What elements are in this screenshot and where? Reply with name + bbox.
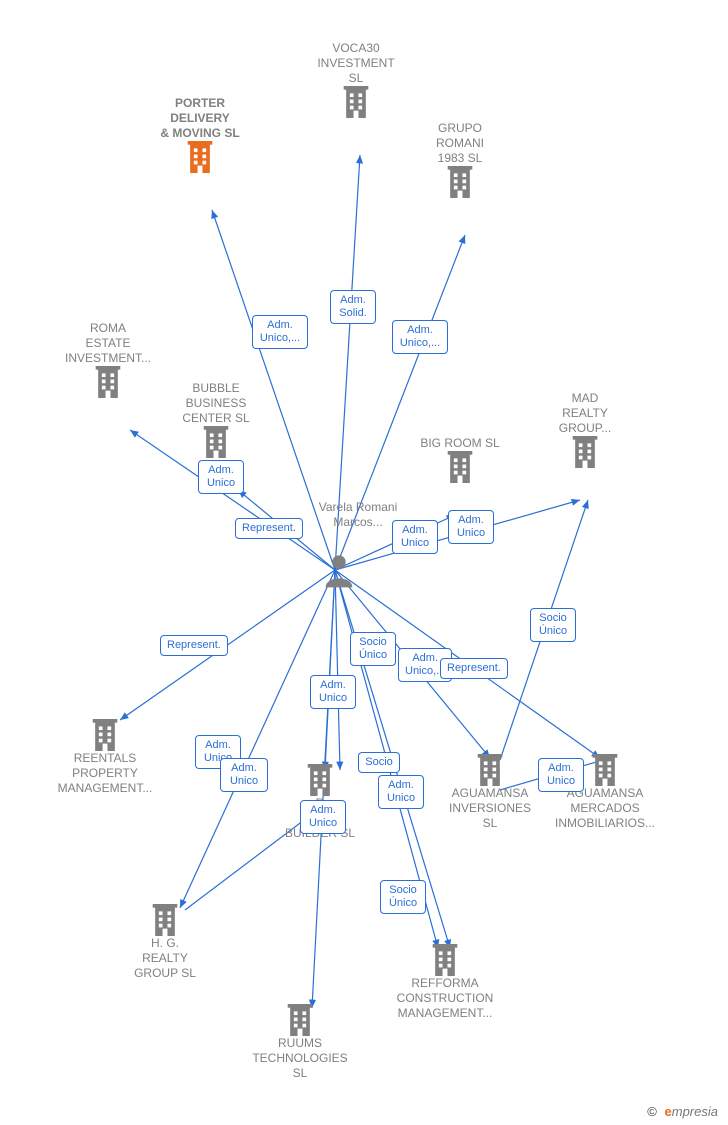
building-icon [45,719,165,751]
center-person-label: Varela Romani Marcos... [318,500,398,530]
company-label: ROMA ESTATE INVESTMENT... [53,321,163,366]
company-label: REFFORMA CONSTRUCTION MANAGEMENT... [380,976,510,1021]
building-icon [120,904,210,936]
edge-label: Adm. Unico [378,775,424,809]
company-node-hg[interactable]: H. G. REALTY GROUP SL [120,904,210,981]
company-node-roma[interactable]: ROMA ESTATE INVESTMENT... [53,321,163,398]
footer-credit: © empresia [647,1104,718,1119]
edge-label: Adm. Unico [310,675,356,709]
company-label: GRUPO ROMANI 1983 SL [415,121,505,166]
building-icon [145,141,255,173]
company-node-mad[interactable]: MAD REALTY GROUP... [545,391,625,468]
edge-label: Socio [358,752,400,773]
edge-label: Adm. Unico,... [252,315,308,349]
company-label: RUUMS TECHNOLOGIES SL [240,1036,360,1081]
edge-label: Socio Único [380,880,426,914]
company-node-refforma[interactable]: REFFORMA CONSTRUCTION MANAGEMENT... [380,944,510,1021]
building-icon [380,944,510,976]
company-node-aguainv[interactable]: AGUAMANSA INVERSIONES SL [435,754,545,831]
company-label: BIG ROOM SL [410,436,510,451]
company-label: PORTER DELIVERY & MOVING SL [145,96,255,141]
building-icon [53,366,163,398]
edge-label: Adm. Unico [538,758,584,792]
company-label: REENTALS PROPERTY MANAGEMENT... [45,751,165,796]
company-node-bigroom[interactable]: BIG ROOM SL [410,436,510,483]
company-label: VOCA30 INVESTMENT SL [306,41,406,86]
company-label: AGUAMANSA INVERSIONES SL [435,786,545,831]
edges-layer [0,0,728,1125]
company-node-reentals[interactable]: REENTALS PROPERTY MANAGEMENT... [45,719,165,796]
edge-label: Adm. Unico [300,800,346,834]
edge-label: Adm. Unico,... [392,320,448,354]
building-icon [415,166,505,198]
company-node-bubble[interactable]: BUBBLE BUSINESS CENTER SL [166,381,266,458]
building-icon [240,1004,360,1036]
company-node-grupo[interactable]: GRUPO ROMANI 1983 SL [415,121,505,198]
edge-label: Adm. Unico [220,758,268,792]
edge-label: Represent. [235,518,303,539]
company-label: AGUAMANSA MERCADOS INMOBILIARIOS... [540,786,670,831]
company-label: H. G. REALTY GROUP SL [120,936,210,981]
company-node-voca30[interactable]: VOCA30 INVESTMENT SL [306,41,406,118]
brand-rest: mpresia [672,1104,718,1119]
company-label: BUBBLE BUSINESS CENTER SL [166,381,266,426]
copyright-symbol: © [647,1104,657,1119]
edge-label: Adm. Unico [198,460,244,494]
brand-e: e [665,1104,672,1119]
company-node-ruumstec[interactable]: RUUMS TECHNOLOGIES SL [240,1004,360,1081]
edge-label: Socio Único [530,608,576,642]
edge-label: Socio Único [350,632,396,666]
company-label: MAD REALTY GROUP... [545,391,625,436]
edge-label: Represent. [440,658,508,679]
edge-label: Adm. Solid. [330,290,376,324]
building-icon [166,426,266,458]
company-node-porter[interactable]: PORTER DELIVERY & MOVING SL [145,96,255,173]
center-person-icon[interactable] [319,552,359,588]
edge-label: Adm. Unico [392,520,438,554]
building-icon [306,86,406,118]
building-icon [270,764,370,796]
building-icon [545,436,625,468]
edge-label: Adm. Unico [448,510,494,544]
edge-label: Represent. [160,635,228,656]
building-icon [435,754,545,786]
building-icon [410,451,510,483]
